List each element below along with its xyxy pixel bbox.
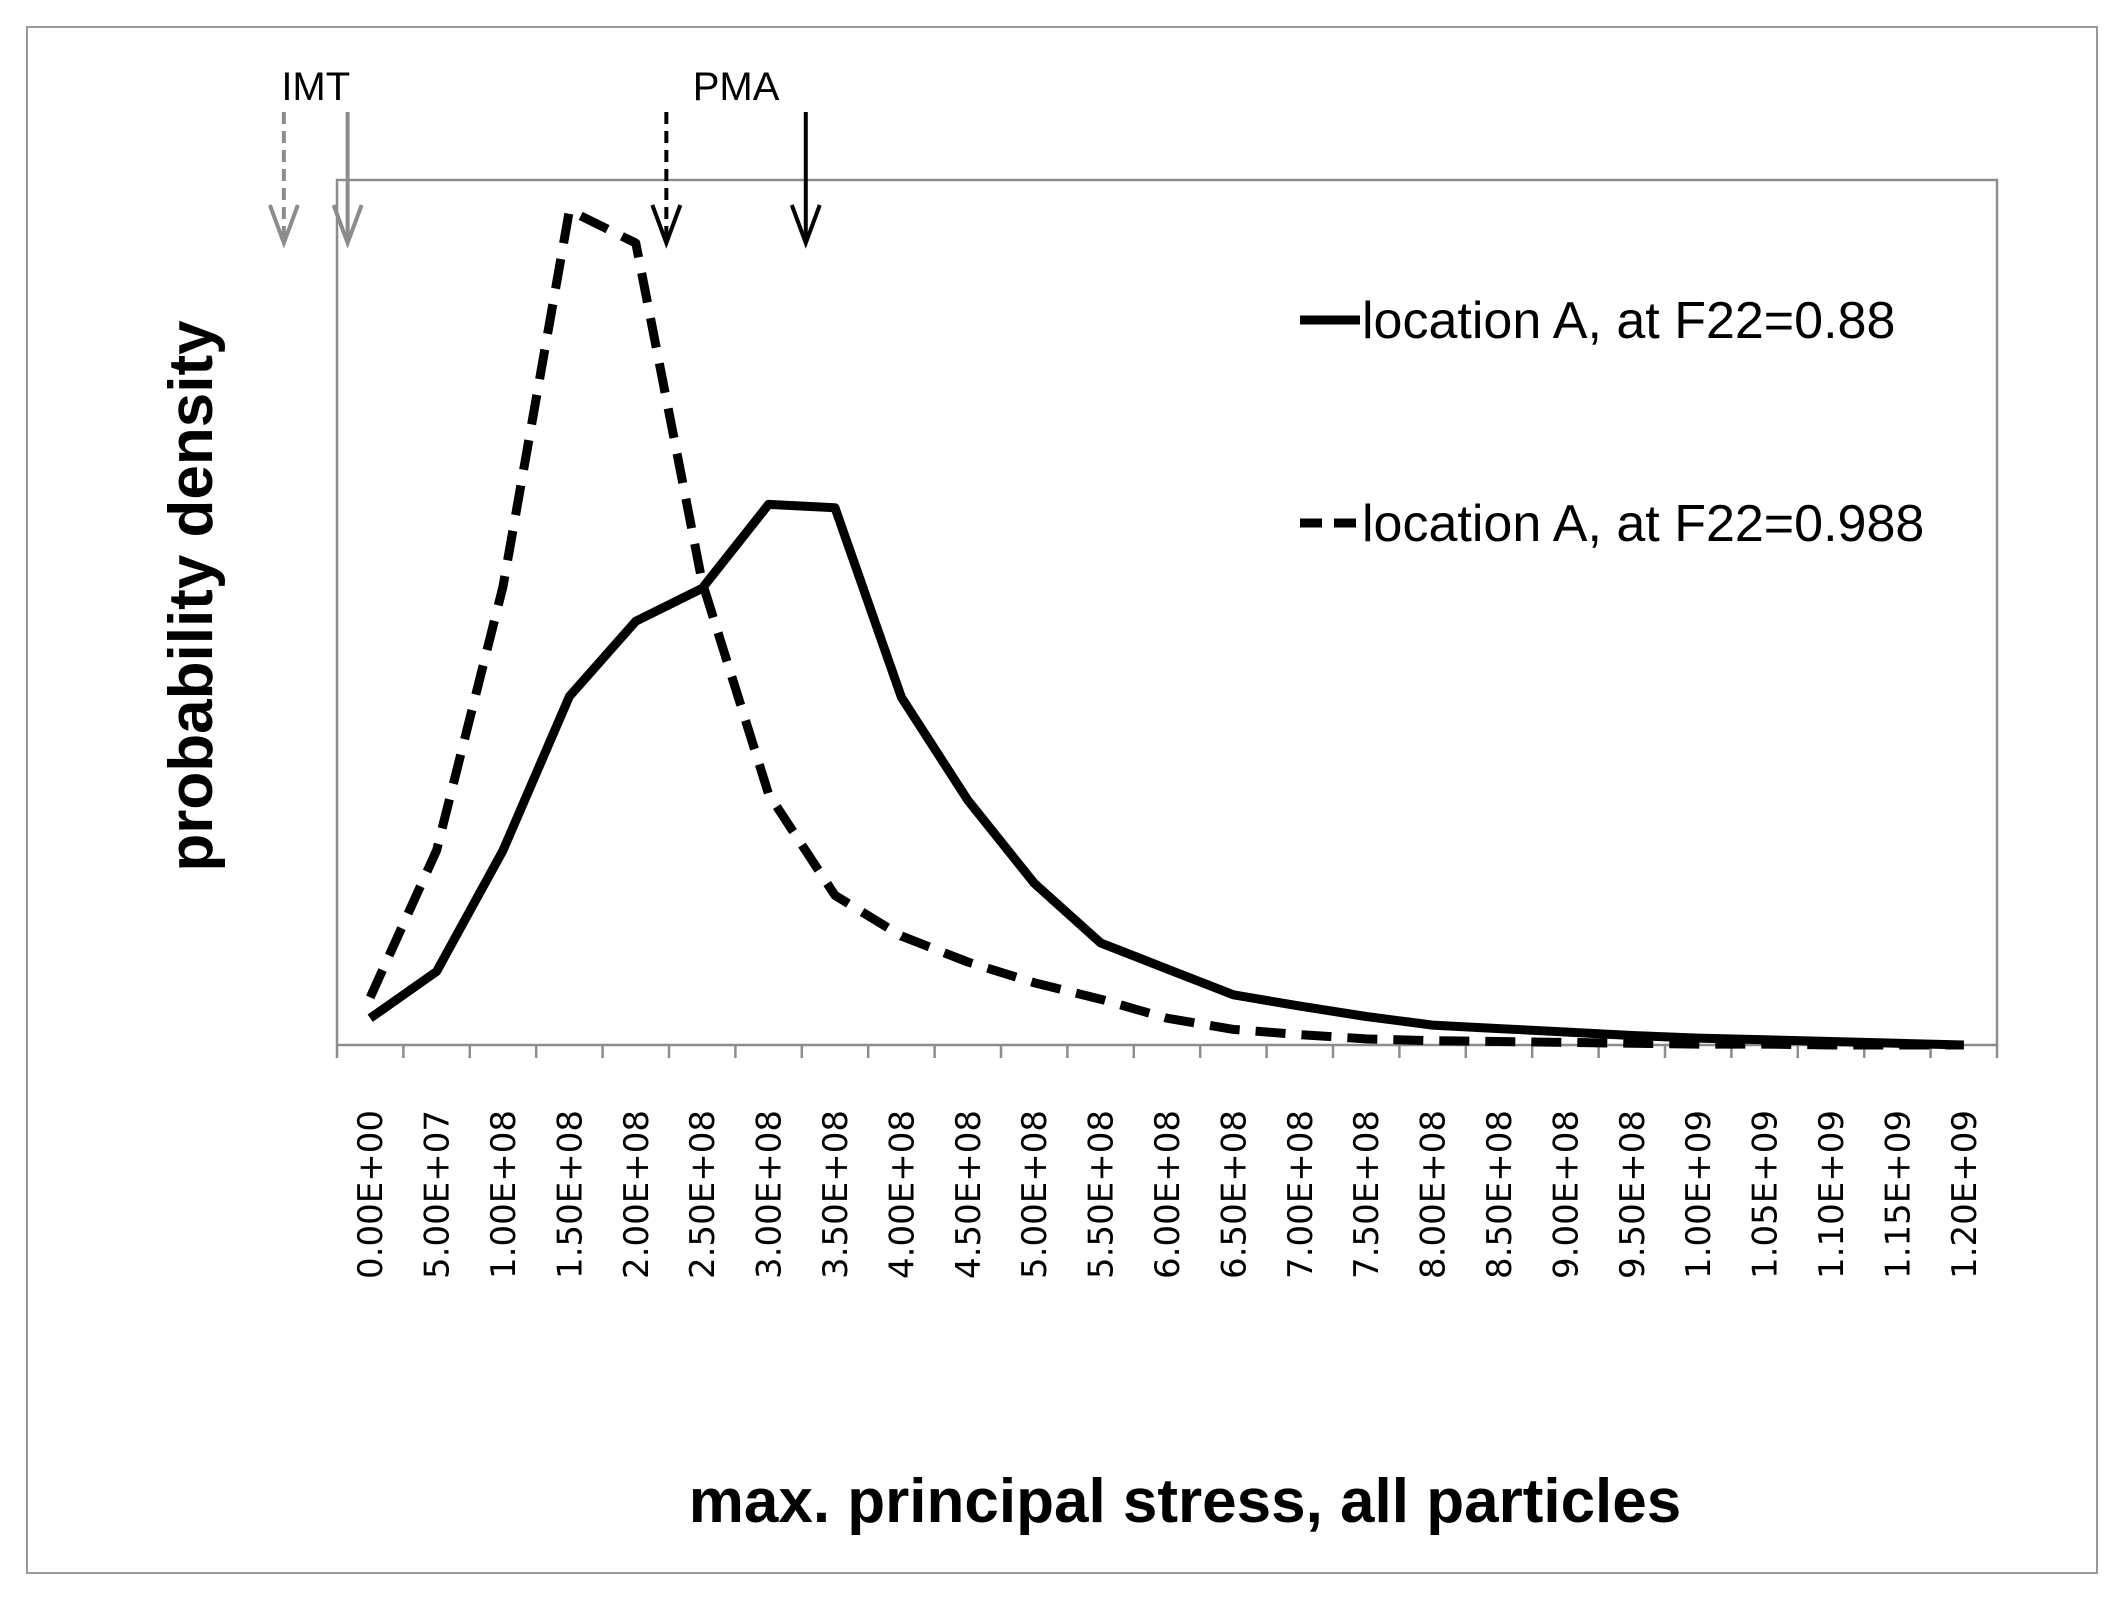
- x-tick-label: 1.15E+09: [1878, 1110, 1918, 1279]
- x-tick-label: 1.00E+08: [484, 1110, 524, 1279]
- x-tick-label: 4.50E+08: [949, 1110, 989, 1279]
- x-tick-label: 6.00E+08: [1148, 1110, 1188, 1279]
- plot-area: [335, 178, 1999, 1047]
- legend: location A, at F22=0.88 location A, at F2…: [1300, 292, 1924, 553]
- pma-label: PMA: [693, 65, 780, 109]
- x-tick-label: 1.10E+09: [1812, 1110, 1852, 1279]
- x-tick-label: 7.00E+08: [1281, 1110, 1321, 1279]
- x-tick-label: 1.20E+09: [1945, 1110, 1985, 1279]
- series-line-2: [366, 205, 1964, 1050]
- marker-layer: IMT PMA: [268, 65, 822, 249]
- x-tick-label: 5.00E+07: [418, 1110, 458, 1279]
- x-tick-label: 4.00E+08: [882, 1110, 922, 1279]
- x-tick-label: 9.00E+08: [1546, 1110, 1586, 1279]
- x-tick-label: 8.50E+08: [1480, 1110, 1520, 1279]
- series-line-1: [367, 499, 1964, 1050]
- pma-arrow-head: [789, 204, 822, 249]
- x-tick-label: 7.50E+08: [1347, 1110, 1387, 1279]
- imt-arrow-head: [331, 204, 364, 249]
- x-tick-label: 5.50E+08: [1082, 1110, 1122, 1279]
- x-tick-label: 5.00E+08: [1015, 1110, 1055, 1279]
- legend-label-2: location A, at F22=0.988: [1362, 495, 1924, 553]
- x-tick-label: 1.00E+09: [1679, 1110, 1719, 1279]
- x-tick-label: 0.00E+00: [351, 1110, 391, 1279]
- x-tick-label: 3.00E+08: [750, 1110, 790, 1279]
- x-tick-label: 8.00E+08: [1414, 1110, 1454, 1279]
- y-axis-title: probability density: [157, 320, 226, 872]
- imt-arrow-head: [268, 204, 300, 249]
- x-tick-label: 1.05E+09: [1746, 1110, 1786, 1279]
- x-tick-label: 9.50E+08: [1613, 1110, 1653, 1279]
- x-axis-title: max. principal stress, all particles: [689, 1467, 1681, 1536]
- pma-arrow-head: [650, 204, 683, 249]
- x-tick-label: 2.00E+08: [617, 1110, 657, 1279]
- x-tick-label: 3.50E+08: [816, 1110, 856, 1279]
- imt-label: IMT: [281, 65, 350, 109]
- series-layer: [366, 205, 1964, 1050]
- x-axis: 0.00E+00 5.00E+07 1.00E+08 1.50E+08 2.00E+08…: [335, 1045, 1999, 1279]
- x-tick-label: 1.50E+08: [550, 1110, 590, 1279]
- figure-frame: [26, 26, 2098, 1574]
- legend-label-1: location A, at F22=0.88: [1362, 292, 1895, 350]
- x-tick-label: 6.50E+08: [1214, 1110, 1254, 1279]
- x-tick-label: 2.50E+08: [683, 1110, 723, 1279]
